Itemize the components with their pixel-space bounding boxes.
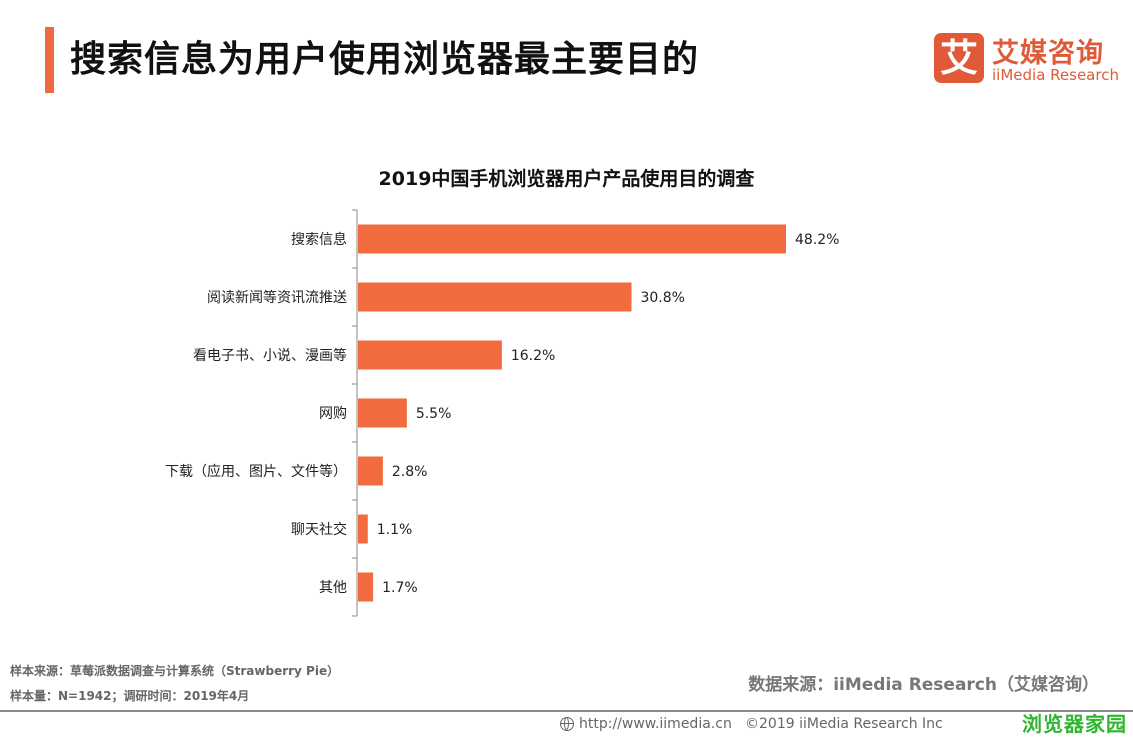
bar-4 <box>358 456 383 486</box>
sample-source-note: 样本来源：草莓派数据调查与计算系统（Strawberry Pie） <box>10 664 340 678</box>
logo-name-en: iiMedia Research <box>992 66 1119 84</box>
value-label: 5.5% <box>416 406 452 422</box>
copyright: ©2019 iiMedia Research Inc <box>745 716 943 732</box>
footer-divider <box>0 710 1133 712</box>
category-label: 看电子书、小说、漫画等 <box>193 347 347 364</box>
watermark: 浏览器家园 <box>1022 712 1127 736</box>
value-label: 48.2% <box>795 232 839 248</box>
category-label: 聊天社交 <box>291 521 347 538</box>
bar-3 <box>358 398 407 428</box>
bar-0 <box>358 224 786 254</box>
category-label: 下载（应用、图片、文件等） <box>165 463 347 480</box>
bar-2 <box>358 340 502 370</box>
category-label: 搜索信息 <box>291 231 347 248</box>
category-label: 网购 <box>319 406 347 422</box>
value-label: 16.2% <box>511 348 555 364</box>
bar-6 <box>358 572 374 602</box>
globe-icon <box>560 717 574 731</box>
website-url[interactable]: http://www.iimedia.cn <box>579 716 732 732</box>
value-label: 1.7% <box>382 580 418 596</box>
page-title: 搜索信息为用户使用浏览器最主要目的 <box>70 39 700 80</box>
title-accent-bar <box>45 27 54 93</box>
value-label: 1.1% <box>377 522 413 538</box>
iimedia-logo: 艾 艾媒咨询 iiMedia Research <box>934 31 1124 87</box>
logo-mark-icon: 艾 <box>934 33 984 83</box>
bar-5 <box>358 514 368 544</box>
bar-1 <box>358 282 632 312</box>
chart-title: 2019中国手机浏览器用户产品使用目的调查 <box>378 168 755 190</box>
data-source: 数据来源：iiMedia Research（艾媒咨询） <box>748 675 1099 695</box>
website-link[interactable]: http://www.iimedia.cn <box>560 715 732 733</box>
category-label: 阅读新闻等资讯流推送 <box>207 289 347 306</box>
value-label: 2.8% <box>392 464 428 480</box>
logo-name-cn: 艾媒咨询 <box>992 38 1104 69</box>
value-label: 30.8% <box>640 290 684 306</box>
category-label: 其他 <box>319 580 347 596</box>
sample-size-note: 样本量：N=1942；调研时间：2019年4月 <box>10 689 250 703</box>
